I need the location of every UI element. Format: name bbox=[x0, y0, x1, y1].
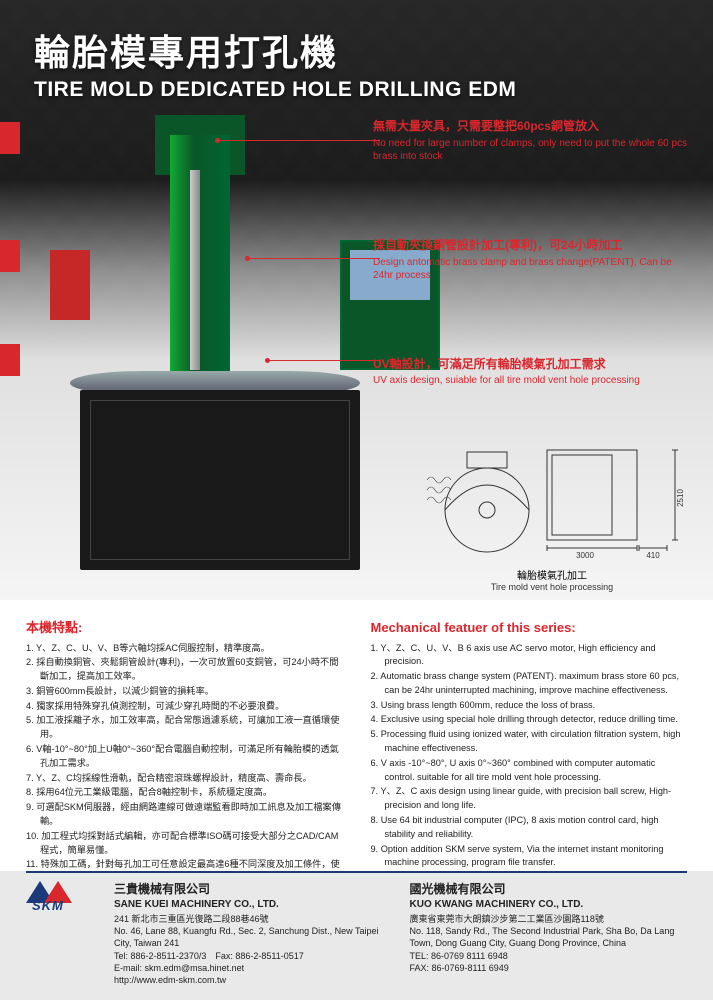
spec-item: 2. Automatic brass change system (PATENT… bbox=[371, 670, 688, 698]
machine-illustration bbox=[70, 140, 370, 570]
co1-name-en: SANE KUEI MACHINERY CO., LTD. bbox=[114, 898, 392, 912]
callout-zh: 無需大量夾具，只需要整把60pcs銅管放入 bbox=[373, 118, 693, 135]
co2-addr-en: No. 118, Sandy Rd., The Second Industria… bbox=[410, 925, 688, 949]
co1-tel: Tel: 886-2-8511-2370/3 Fax: 886-2-8511-0… bbox=[114, 950, 392, 962]
co2-fax: FAX: 86-0769-8111 6949 bbox=[410, 962, 688, 974]
callout-leader bbox=[220, 140, 380, 141]
spec-item: 7. Y、Z、C axis design using linear guide,… bbox=[371, 785, 688, 813]
footer: SKM 三貴機械有限公司 SANE KUEI MACHINERY CO., LT… bbox=[0, 871, 713, 1000]
callout-1: 無需大量夾具，只需要整把60pcs銅管放入 No need for large … bbox=[373, 118, 693, 163]
dim-depth: 410 bbox=[646, 551, 660, 560]
spec-item: 8. Use 64 bit industrial computer (IPC),… bbox=[371, 814, 688, 842]
diagram-svg: 3000 410 2510 bbox=[417, 440, 687, 560]
accent-bar bbox=[0, 240, 20, 272]
co2-name-zh: 國光機械有限公司 bbox=[410, 881, 688, 897]
co2-name-en: KUO KWANG MACHINERY CO., LTD. bbox=[410, 898, 688, 912]
spec-item: 10. 加工程式均採對話式編輯，亦可配合標準ISO碼可接受大部分之CAD/CAM… bbox=[26, 830, 343, 858]
callout-en: Design antomatic brass clamp and brass c… bbox=[373, 256, 693, 282]
co2-tel: TEL: 86-0769 8111 6948 bbox=[410, 950, 688, 962]
spec-item: 1. Y、Z、C、U、V、B等六軸均採AC伺服控制，精準度高。 bbox=[26, 642, 343, 656]
spec-item: 2. 採自動換銅管、夾鬆銅管設計(專利)，一次可放置60支銅管，可24小時不間斷… bbox=[26, 656, 343, 684]
co2-addr-zh: 廣東省東莞市大朗鎮沙步第二工業區沙園路118號 bbox=[410, 913, 688, 925]
specs-en-heading: Mechanical featuer of this series: bbox=[371, 618, 688, 638]
title-zh: 輪胎模專用打孔機 bbox=[34, 24, 516, 76]
spec-item: 5. Processing fluid using ionized water,… bbox=[371, 728, 688, 756]
title-block: 輪胎模專用打孔機 TIRE MOLD DEDICATED HOLE DRILLI… bbox=[34, 24, 516, 102]
co1-web: http://www.edm-skm.com.tw bbox=[114, 974, 392, 986]
spec-item: 6. V軸-10°~80°加上U軸0°~360°配合電腦自動控制，可滿足所有輪胎… bbox=[26, 743, 343, 771]
spec-item: 4. Exclusive using special hole drilling… bbox=[371, 713, 688, 727]
accent-bar bbox=[0, 344, 20, 376]
spec-item: 1. Y、Z、C、U、V、B 6 axis use AC servo motor… bbox=[371, 642, 688, 670]
dim-width: 3000 bbox=[576, 551, 594, 560]
callout-zh: 採自動夾換銅管設計加工(專利)，可24小時加工 bbox=[373, 237, 693, 254]
spec-item: 3. Using brass length 600mm, reduce the … bbox=[371, 699, 688, 713]
callout-zh: UV軸設計，可滿足所有輪胎模氣孔加工需求 bbox=[373, 356, 693, 373]
spec-item: 7. Y、Z、C均採線性滑軌，配合精密滾珠螺桿設計，精度高、壽命長。 bbox=[26, 772, 343, 786]
callout-leader bbox=[270, 360, 380, 361]
title-en: TIRE MOLD DEDICATED HOLE DRILLING EDM bbox=[34, 78, 516, 102]
diagram-caption-zh: 輪胎模氣孔加工 bbox=[417, 567, 687, 582]
tech-diagram: 3000 410 2510 輪胎模氣孔加工 Tire mold vent hol… bbox=[417, 440, 687, 592]
callouts: 無需大量夾具，只需要整把60pcs銅管放入 No need for large … bbox=[373, 118, 693, 461]
spec-item: 9. Option addition SKM serve system, Via… bbox=[371, 843, 688, 871]
spec-item: 8. 採用64位元工業級電腦，配合8軸控制卡，系統穩定度高。 bbox=[26, 786, 343, 800]
specs-zh-list: 1. Y、Z、C、U、V、B等六軸均採AC伺服控制，精準度高。2. 採自動換銅管… bbox=[26, 642, 343, 887]
co1-email: E-mail: skm.edm@msa.hinet.net bbox=[114, 962, 392, 974]
callout-3: UV軸設計，可滿足所有輪胎模氣孔加工需求 UV axis design, sui… bbox=[373, 356, 693, 388]
spec-item: 3. 銅管600mm長設計，以減少銅管的損耗率。 bbox=[26, 685, 343, 699]
dim-height: 2510 bbox=[676, 489, 685, 507]
spec-item: 4. 獨家採用特殊穿孔偵測控制，可減少穿孔時間的不必要浪費。 bbox=[26, 700, 343, 714]
co1-addr-en: No. 46, Lane 88, Kuangfu Rd., Sec. 2, Sa… bbox=[114, 925, 392, 949]
callout-leader bbox=[250, 258, 380, 259]
logo-text: SKM bbox=[32, 898, 64, 913]
callout-en: UV axis design, suiable for all tire mol… bbox=[373, 374, 693, 387]
company-2: 國光機械有限公司 KUO KWANG MACHINERY CO., LTD. 廣… bbox=[410, 881, 688, 973]
logo: SKM bbox=[26, 881, 96, 911]
co1-name-zh: 三貴機械有限公司 bbox=[114, 881, 392, 897]
footer-rule bbox=[26, 871, 687, 873]
company-1: 三貴機械有限公司 SANE KUEI MACHINERY CO., LTD. 2… bbox=[114, 881, 392, 986]
spec-item: 5. 加工液採離子水，加工效率高，配合常態過濾系統，可讓加工液一直循環使用。 bbox=[26, 714, 343, 742]
callout-2: 採自動夾換銅管設計加工(專利)，可24小時加工 Design antomatic… bbox=[373, 237, 693, 282]
spec-item: 9. 可選配SKM伺服器，經由網路連線可做遠端監看即時加工訊息及加工檔案傳輸。 bbox=[26, 801, 343, 829]
co1-addr-zh: 241 新北市三重區光復路二段88巷46號 bbox=[114, 913, 392, 925]
specs-zh-heading: 本機特點: bbox=[26, 618, 343, 638]
hero-area: 輪胎模專用打孔機 TIRE MOLD DEDICATED HOLE DRILLI… bbox=[0, 0, 713, 600]
diagram-caption-en: Tire mold vent hole processing bbox=[417, 582, 687, 592]
spec-item: 6. V axis -10°~80°, U axis 0°~360° combi… bbox=[371, 757, 688, 785]
callout-en: No need for large number of clamps, only… bbox=[373, 137, 693, 163]
accent-bar bbox=[0, 122, 20, 154]
